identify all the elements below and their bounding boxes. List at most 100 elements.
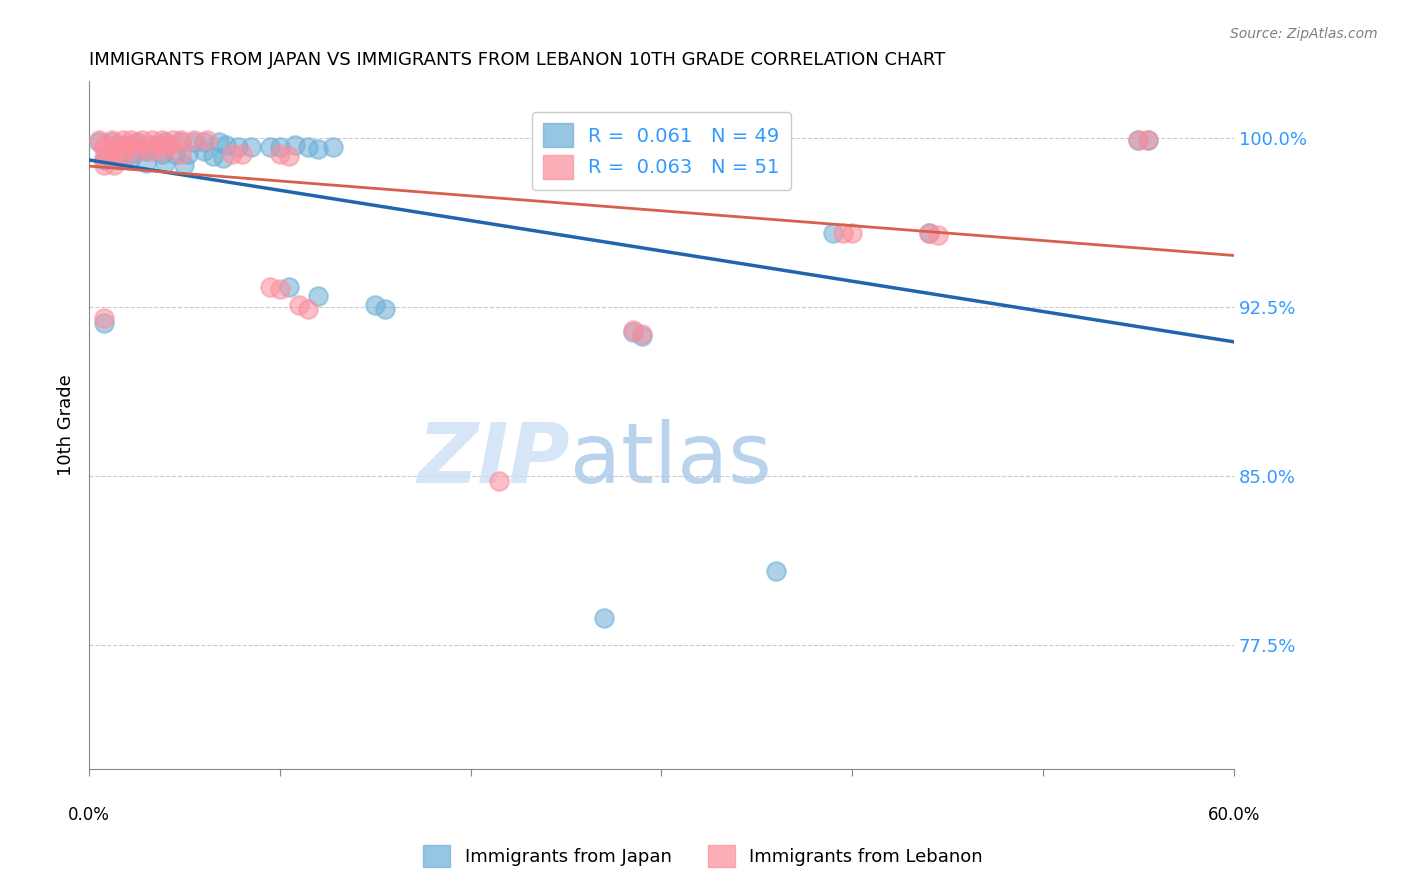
Point [101, 135, 124, 149]
Point [93, 316, 115, 330]
Point [112, 137, 135, 152]
Point [93, 158, 115, 172]
Y-axis label: 10th Grade: 10th Grade [58, 375, 75, 476]
Point [488, 474, 510, 488]
Point [307, 288, 329, 302]
Point [917, 226, 939, 240]
Point [93, 311, 115, 326]
Point [297, 302, 319, 317]
Text: 60.0%: 60.0% [1208, 805, 1260, 823]
Point [150, 145, 173, 159]
Point [269, 282, 291, 296]
Point [155, 135, 177, 149]
Point [307, 142, 329, 156]
Point [107, 145, 129, 159]
Point [823, 226, 845, 240]
Point [831, 226, 853, 240]
Point [141, 133, 163, 147]
Point [322, 140, 344, 154]
Legend: R =  0.061   N = 49, R =  0.063   N = 51: R = 0.061 N = 49, R = 0.063 N = 51 [531, 112, 792, 190]
Point [364, 298, 387, 312]
Point [574, 146, 596, 161]
Point [621, 325, 644, 339]
Text: 0.0%: 0.0% [67, 805, 110, 823]
Point [155, 155, 177, 169]
Point [177, 146, 200, 161]
Text: ZIP: ZIP [418, 419, 569, 500]
Point [135, 145, 157, 159]
Point [169, 146, 191, 161]
Point [765, 564, 787, 578]
Point [103, 151, 125, 165]
Point [631, 329, 654, 343]
Point [107, 153, 129, 168]
Point [288, 298, 311, 312]
Point [120, 151, 142, 165]
Point [139, 145, 162, 159]
Point [202, 149, 225, 163]
Text: Source: ZipAtlas.com: Source: ZipAtlas.com [1230, 27, 1378, 41]
Point [278, 279, 301, 293]
Point [131, 142, 153, 156]
Point [226, 140, 249, 154]
Point [120, 146, 142, 161]
Point [1136, 133, 1159, 147]
Point [104, 137, 127, 152]
Point [221, 146, 243, 161]
Point [917, 226, 939, 240]
Point [120, 133, 142, 147]
Point [240, 140, 263, 154]
Point [1128, 133, 1150, 147]
Point [87, 135, 110, 149]
Point [150, 133, 173, 147]
Point [284, 137, 307, 152]
Point [183, 133, 205, 147]
Point [125, 137, 148, 152]
Point [97, 146, 120, 161]
Point [211, 151, 233, 165]
Point [621, 322, 644, 336]
Point [93, 142, 115, 156]
Point [183, 135, 205, 149]
Point [139, 137, 162, 152]
Point [564, 146, 586, 161]
Point [193, 145, 215, 159]
Point [115, 137, 138, 152]
Point [157, 137, 180, 152]
Legend: Immigrants from Japan, Immigrants from Lebanon: Immigrants from Japan, Immigrants from L… [416, 838, 990, 874]
Point [841, 226, 863, 240]
Point [593, 611, 616, 625]
Point [259, 279, 281, 293]
Point [208, 135, 231, 149]
Point [93, 151, 115, 165]
Point [169, 133, 191, 147]
Point [125, 145, 148, 159]
Point [173, 158, 195, 172]
Point [87, 133, 110, 147]
Point [269, 146, 291, 161]
Point [169, 135, 191, 149]
Point [162, 133, 184, 147]
Point [135, 155, 157, 169]
Text: IMMIGRANTS FROM JAPAN VS IMMIGRANTS FROM LEBANON 10TH GRADE CORRELATION CHART: IMMIGRANTS FROM JAPAN VS IMMIGRANTS FROM… [89, 51, 945, 69]
Point [150, 146, 173, 161]
Point [112, 151, 135, 165]
Point [150, 137, 173, 152]
Point [93, 153, 115, 168]
Point [269, 140, 291, 154]
Point [193, 135, 215, 149]
Point [927, 227, 949, 242]
Point [103, 158, 125, 172]
Point [555, 145, 578, 159]
Point [112, 145, 135, 159]
Point [215, 137, 238, 152]
Point [631, 326, 654, 341]
Point [195, 133, 218, 147]
Point [278, 149, 301, 163]
Text: atlas: atlas [569, 419, 772, 500]
Point [1128, 133, 1150, 147]
Point [1136, 133, 1159, 147]
Point [231, 146, 253, 161]
Point [145, 137, 167, 152]
Point [297, 140, 319, 154]
